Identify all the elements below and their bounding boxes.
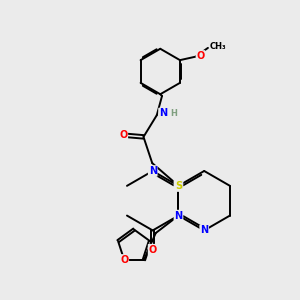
Text: N: N	[159, 109, 167, 118]
Text: N: N	[200, 225, 208, 236]
Text: H: H	[170, 109, 177, 118]
Text: CH₃: CH₃	[210, 42, 226, 51]
Text: O: O	[119, 130, 127, 140]
Text: O: O	[120, 255, 128, 265]
Text: O: O	[196, 51, 205, 61]
Text: O: O	[148, 245, 157, 255]
Text: N: N	[174, 181, 182, 191]
Text: N: N	[174, 211, 182, 220]
Text: N: N	[149, 166, 157, 176]
Text: S: S	[175, 181, 182, 191]
